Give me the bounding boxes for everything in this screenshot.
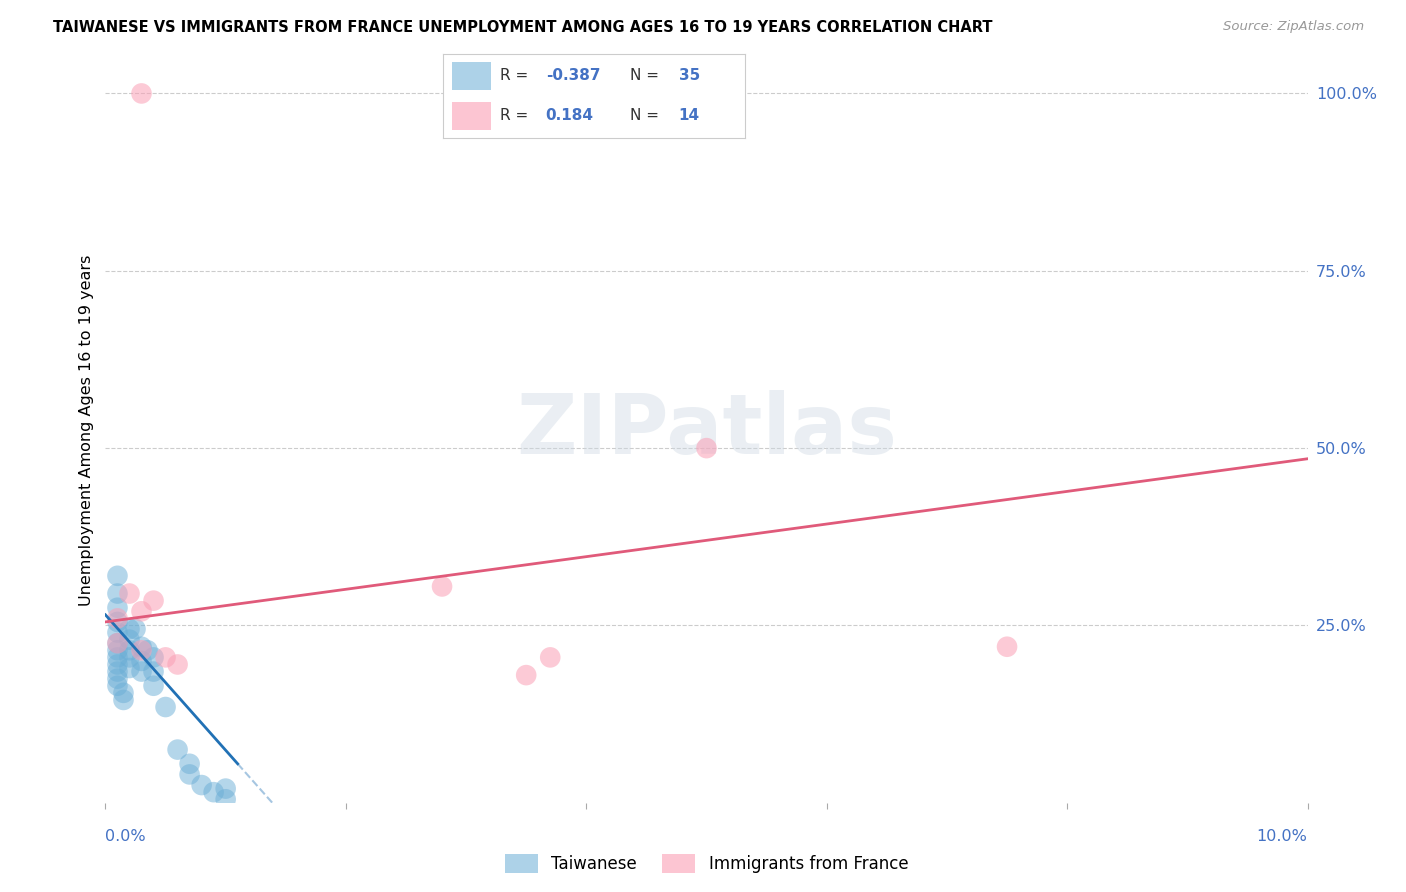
Point <box>515 668 537 682</box>
Point <box>995 640 1018 654</box>
Point <box>107 569 129 583</box>
Point <box>131 640 153 654</box>
Text: 10.0%: 10.0% <box>1257 830 1308 844</box>
Point <box>538 650 561 665</box>
Point <box>107 650 129 665</box>
Point <box>131 604 153 618</box>
Point <box>430 579 453 593</box>
Text: 14: 14 <box>679 108 700 123</box>
Point <box>131 654 153 668</box>
Text: 0.0%: 0.0% <box>105 830 146 844</box>
Point <box>107 611 129 625</box>
Text: 0.184: 0.184 <box>546 108 593 123</box>
Point <box>107 657 129 672</box>
Point <box>112 693 135 707</box>
Point <box>131 665 153 679</box>
Point <box>112 686 135 700</box>
Point <box>107 600 129 615</box>
Point <box>107 672 129 686</box>
Point <box>118 632 141 647</box>
Text: ZIPatlas: ZIPatlas <box>516 390 897 471</box>
Point <box>190 778 212 792</box>
Text: R =: R = <box>501 69 533 84</box>
Point <box>214 792 236 806</box>
Bar <box>451 62 491 90</box>
Point <box>118 622 141 636</box>
Point <box>118 661 141 675</box>
Point <box>179 767 201 781</box>
Bar <box>451 102 491 130</box>
Point <box>166 657 188 672</box>
Point <box>107 625 129 640</box>
Point <box>118 650 141 665</box>
Point <box>214 781 236 796</box>
Text: 35: 35 <box>679 69 700 84</box>
Text: N =: N = <box>630 69 664 84</box>
Legend: Taiwanese, Immigrants from France: Taiwanese, Immigrants from France <box>498 847 915 880</box>
Text: R =: R = <box>501 108 533 123</box>
Point <box>107 665 129 679</box>
Text: TAIWANESE VS IMMIGRANTS FROM FRANCE UNEMPLOYMENT AMONG AGES 16 TO 19 YEARS CORRE: TAIWANESE VS IMMIGRANTS FROM FRANCE UNEM… <box>53 20 993 35</box>
Point <box>107 679 129 693</box>
Point <box>107 636 129 650</box>
Point <box>124 622 146 636</box>
Point <box>118 643 141 657</box>
Text: -0.387: -0.387 <box>546 69 600 84</box>
Y-axis label: Unemployment Among Ages 16 to 19 years: Unemployment Among Ages 16 to 19 years <box>79 255 94 606</box>
Text: Source: ZipAtlas.com: Source: ZipAtlas.com <box>1223 20 1364 33</box>
Point <box>107 586 129 600</box>
Point <box>118 586 141 600</box>
Point <box>179 756 201 771</box>
Point <box>142 665 165 679</box>
Point <box>107 643 129 657</box>
Point <box>155 650 177 665</box>
Point <box>155 700 177 714</box>
Point <box>131 643 153 657</box>
Text: N =: N = <box>630 108 664 123</box>
Point <box>136 643 159 657</box>
Point <box>107 636 129 650</box>
Point <box>696 441 718 455</box>
Point <box>107 615 129 629</box>
Point <box>131 87 153 101</box>
Point <box>166 742 188 756</box>
Point <box>142 593 165 607</box>
Point <box>142 679 165 693</box>
Point <box>142 650 165 665</box>
Point <box>202 785 225 799</box>
